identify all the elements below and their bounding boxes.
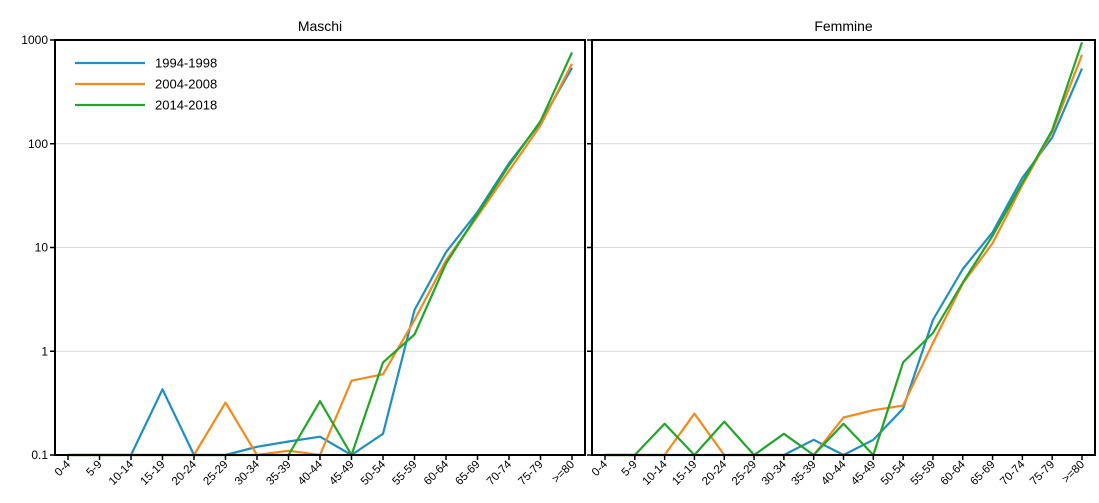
femmine-series-line-2004-2008	[605, 55, 1082, 455]
femmine-xtick-label-50-54: 50-54	[879, 458, 909, 488]
femmine-xtick-label-75-79: 75-79	[1028, 459, 1057, 488]
maschi-xtick-label-10-14: 10-14	[107, 458, 137, 488]
femmine-series-line-1994-1998	[605, 69, 1082, 455]
maschi-series-line-2004-2008	[68, 64, 572, 455]
maschi-series-line-2014-2018	[68, 52, 572, 455]
ytick-label-10: 10	[35, 241, 49, 255]
femmine-series-line-2014-2018	[605, 42, 1082, 455]
maschi-xtick-label-60-64: 60-64	[422, 458, 452, 488]
maschi-xtick-label-40-44: 40-44	[296, 458, 326, 488]
femmine-xtick-label-30-34: 30-34	[760, 458, 790, 488]
ytick-label-0.1: 0.1	[31, 448, 48, 462]
maschi-xtick-label->=80: >=80	[550, 459, 577, 486]
maschi-xtick-label-70-74: 70-74	[485, 458, 515, 488]
femmine-xtick-label-10-14: 10-14	[640, 458, 670, 488]
series-layer	[68, 42, 1082, 455]
maschi-xtick-label-25-29: 25-29	[201, 459, 230, 488]
ytick-label-1: 1	[41, 344, 48, 358]
legend: 1994-1998 2004-2008 2014-2018	[75, 56, 217, 113]
legend-label-2004-2008: 2004-2008	[155, 77, 217, 92]
maschi-xtick-label-45-49: 45-49	[327, 459, 356, 488]
femmine-xtick-label-5-9: 5-9	[620, 459, 640, 479]
maschi-series-line-1994-1998	[68, 68, 572, 455]
maschi-xtick-label-20-24: 20-24	[170, 458, 200, 488]
legend-label-2014-2018: 2014-2018	[155, 98, 217, 113]
ytick-label-100: 100	[28, 137, 48, 151]
legend-label-1994-1998: 1994-1998	[155, 56, 217, 71]
femmine-xtick-label-45-49: 45-49	[849, 459, 878, 488]
maschi-xtick-label-65-69: 65-69	[453, 459, 482, 488]
femmine-xtick-label->=80: >=80	[1060, 459, 1087, 486]
maschi-xtick-label-35-39: 35-39	[264, 459, 293, 488]
ytick-label-1000: 1000	[21, 33, 48, 47]
maschi-xtick-label-30-34: 30-34	[233, 458, 263, 488]
femmine-xtick-label-20-24: 20-24	[700, 458, 730, 488]
grid-layer	[55, 144, 1095, 352]
maschi-panel-title: Maschi	[298, 18, 342, 34]
femmine-xtick-label-25-29: 25-29	[730, 459, 759, 488]
femmine-xtick-label-65-69: 65-69	[968, 459, 997, 488]
femmine-xtick-label-60-64: 60-64	[939, 458, 969, 488]
femmine-xtick-label-0-4: 0-4	[590, 458, 611, 479]
femmine-xtick-label-55-59: 55-59	[909, 459, 938, 488]
femmine-xtick-label-70-74: 70-74	[998, 458, 1028, 488]
maschi-xtick-label-75-79: 75-79	[516, 459, 545, 488]
maschi-xtick-label-5-9: 5-9	[84, 459, 104, 479]
maschi-xtick-label-50-54: 50-54	[359, 458, 389, 488]
maschi-xtick-label-55-59: 55-59	[390, 459, 419, 488]
maschi-xtick-label-0-4: 0-4	[53, 458, 74, 479]
femmine-panel-title: Femmine	[814, 18, 873, 34]
maschi-xtick-label-15-19: 15-19	[138, 459, 167, 488]
femmine-xtick-label-35-39: 35-39	[790, 459, 819, 488]
femmine-xtick-label-40-44: 40-44	[819, 458, 849, 488]
femmine-xtick-label-15-19: 15-19	[670, 459, 699, 488]
